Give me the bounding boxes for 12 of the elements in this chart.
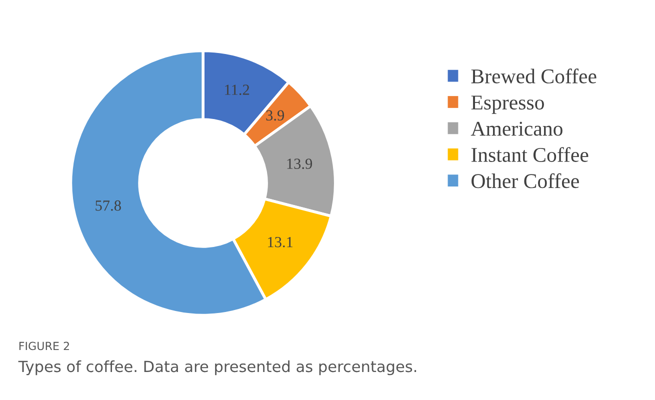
legend-label: Espresso xyxy=(471,96,544,114)
caption: FIGURE 2 xyxy=(19,342,69,350)
data-label: 57.8 xyxy=(96,200,121,211)
legend-label: Americano xyxy=(470,122,562,136)
data-label: 13.1 xyxy=(268,236,293,248)
legend-label: Instant Coffee xyxy=(471,147,588,162)
data-label: 3.9 xyxy=(266,110,284,121)
data-label: 11.2 xyxy=(225,84,250,96)
data-label: 13.9 xyxy=(287,158,312,169)
legend-label: Brewed Coffee xyxy=(471,68,596,84)
legend-label: Other Coffee xyxy=(472,173,579,188)
text: Types of coffee. Data are presented as percentages. xyxy=(18,360,416,376)
